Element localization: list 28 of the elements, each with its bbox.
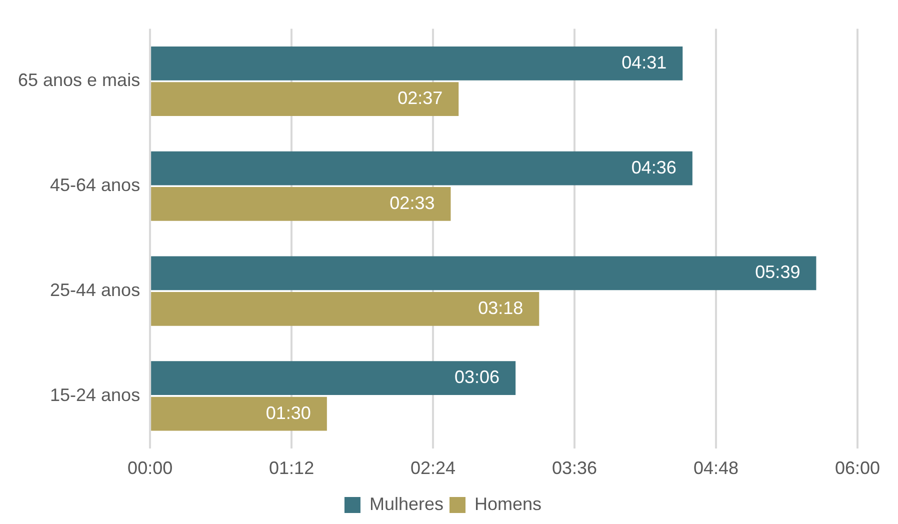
bar: [151, 256, 816, 290]
y-tick-label: 25-44 anos: [50, 280, 140, 300]
bar: [151, 46, 683, 80]
data-label: 02:37: [398, 88, 443, 108]
data-label: 03:06: [454, 367, 500, 388]
bar: [151, 187, 451, 221]
legend-label: Mulheres: [369, 494, 444, 514]
bar: [151, 396, 327, 431]
y-tick-label: 65 anos e mais: [18, 70, 140, 90]
bar: [151, 151, 692, 186]
y-tick-label: 15-24 anos: [50, 384, 140, 405]
data-label: 03:18: [478, 298, 524, 318]
x-tick-label: 01:12: [269, 458, 314, 478]
legend-label: Homens: [474, 494, 542, 514]
data-label: 04:31: [622, 52, 667, 72]
x-tick-label: 04:48: [693, 458, 739, 478]
x-tick-label: 06:00: [834, 458, 880, 478]
bar: [151, 361, 516, 396]
x-tick-label: 02:24: [410, 458, 456, 478]
x-tick-label: 00:00: [128, 458, 173, 478]
y-tick-label: 45-64 anos: [50, 175, 140, 196]
x-tick-label: 03:36: [552, 458, 598, 478]
data-label: 04:36: [631, 157, 676, 178]
data-label: 01:30: [266, 402, 311, 423]
data-label: 02:33: [390, 192, 435, 213]
data-label: 05:39: [755, 262, 800, 282]
bar: [151, 82, 459, 116]
bar: [151, 292, 540, 326]
